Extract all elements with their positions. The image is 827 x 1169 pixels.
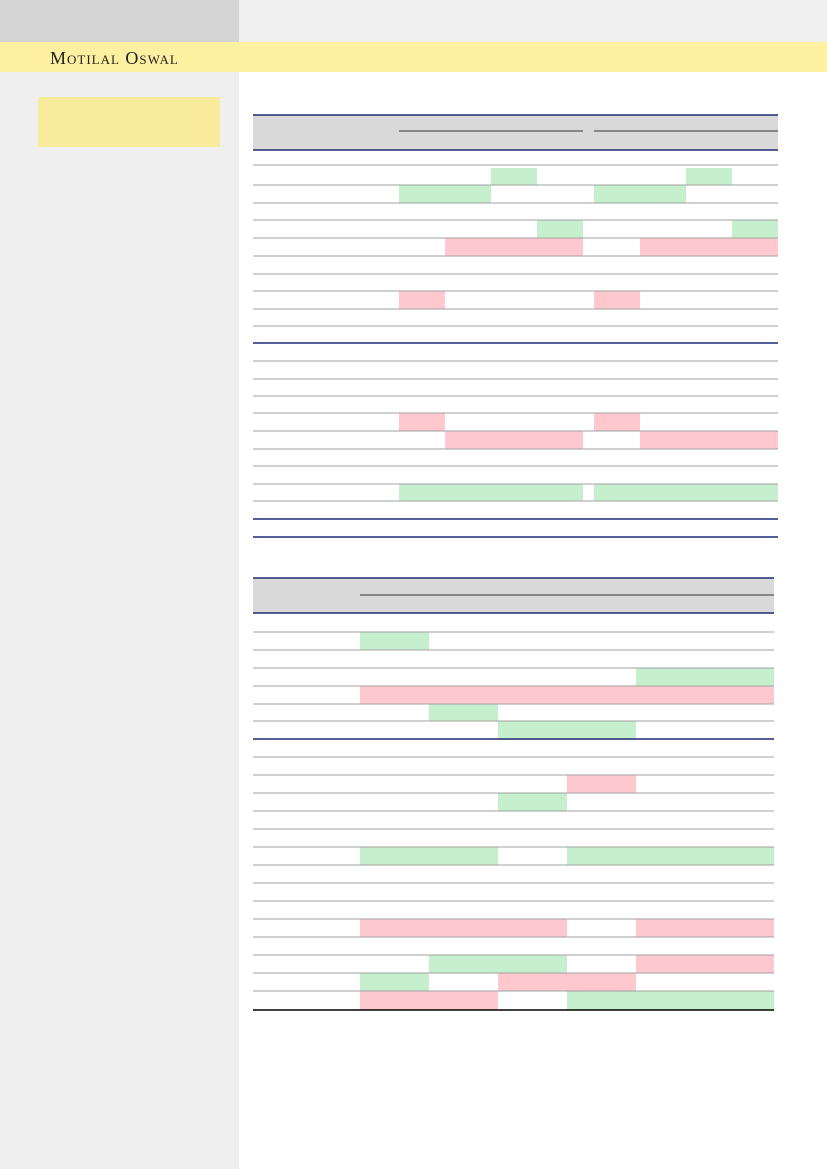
table-cell bbox=[594, 291, 640, 309]
top-bar-left bbox=[0, 0, 239, 42]
table-cell bbox=[640, 238, 778, 256]
table-cell bbox=[429, 955, 567, 973]
table-cell bbox=[360, 632, 429, 650]
table-cell bbox=[636, 668, 774, 686]
table-cell bbox=[686, 168, 732, 185]
table-cell bbox=[636, 919, 774, 937]
note-box bbox=[38, 97, 220, 147]
table-cell bbox=[399, 291, 445, 309]
top-bar bbox=[239, 0, 827, 42]
table-cell bbox=[594, 484, 778, 501]
table-cell bbox=[399, 185, 491, 203]
brand-band bbox=[0, 42, 827, 72]
table-cell bbox=[399, 484, 583, 501]
table-cell bbox=[491, 168, 537, 185]
table-cell bbox=[498, 973, 636, 991]
table-cell bbox=[445, 238, 583, 256]
table-cell bbox=[537, 220, 583, 238]
table-cell bbox=[567, 775, 636, 793]
brand-name: Motilal Oswal bbox=[50, 48, 179, 68]
table-cell bbox=[360, 973, 429, 991]
table-header bbox=[253, 115, 778, 150]
table-cell bbox=[567, 847, 774, 865]
table-cell bbox=[360, 686, 774, 704]
sidebar bbox=[0, 0, 239, 1169]
table-cell bbox=[399, 413, 445, 431]
table-cell bbox=[636, 955, 774, 973]
table-cell bbox=[594, 185, 686, 203]
table-cell bbox=[360, 847, 498, 865]
table-cell bbox=[498, 721, 636, 739]
table-cell bbox=[567, 991, 774, 1010]
table-cell bbox=[732, 220, 778, 238]
table-cell bbox=[360, 919, 567, 937]
table-cell bbox=[360, 991, 498, 1010]
table-cell bbox=[445, 431, 583, 449]
table-cell bbox=[429, 704, 498, 721]
table-cell bbox=[640, 431, 778, 449]
table-cell bbox=[594, 413, 640, 431]
tables bbox=[253, 114, 778, 1011]
table-cell bbox=[498, 793, 567, 811]
